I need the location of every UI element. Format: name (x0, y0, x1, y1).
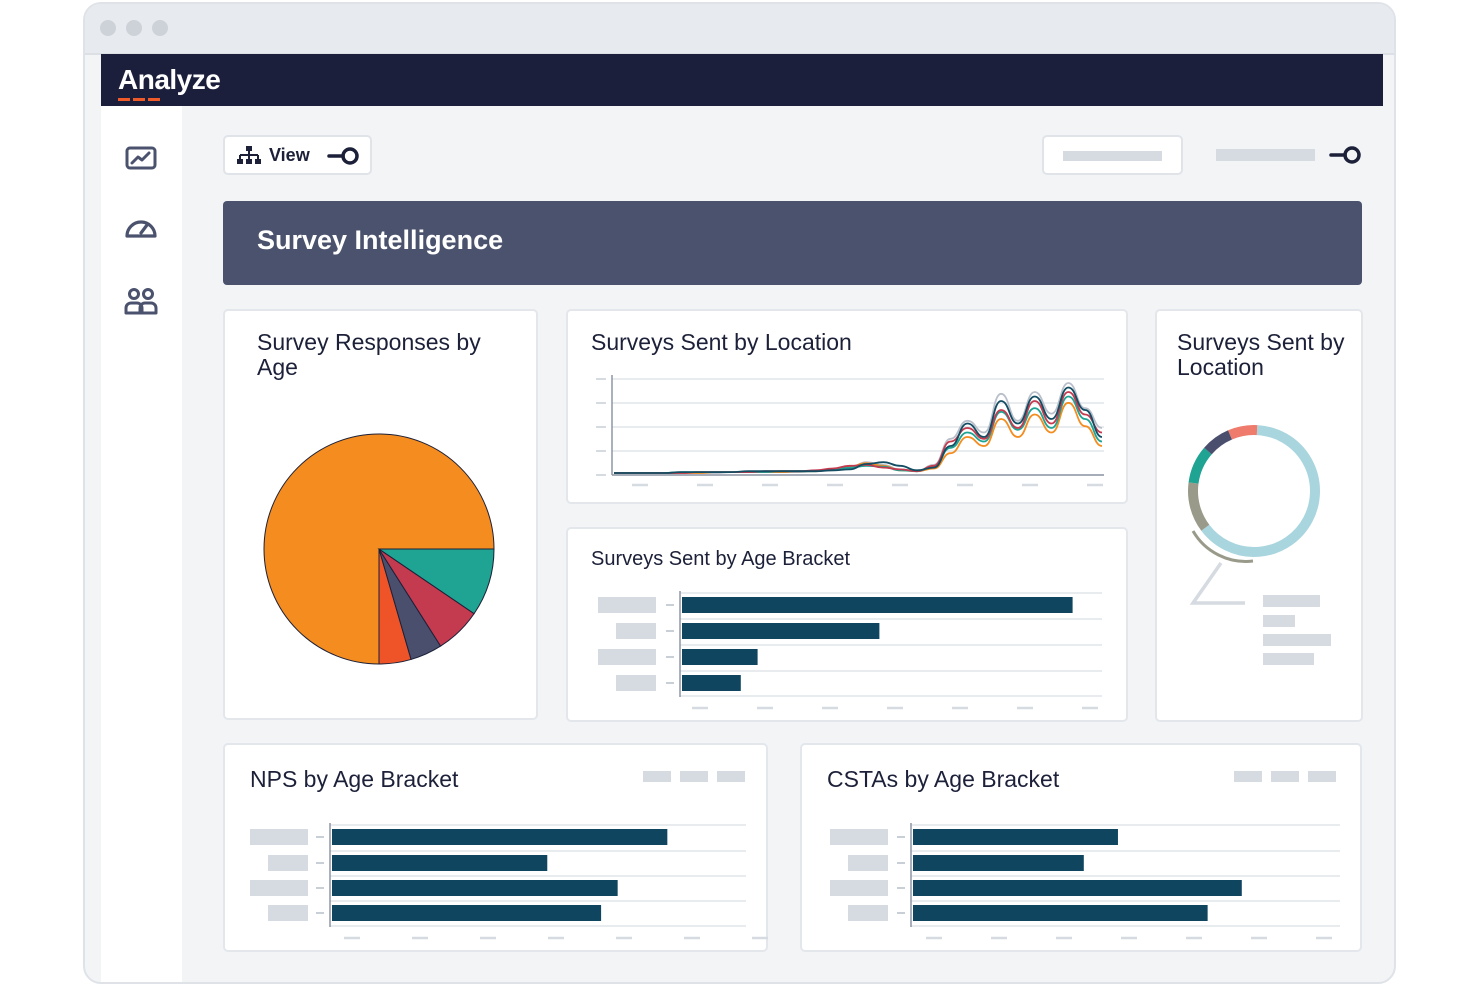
card-nps-by-age: NPS by Age Bracket (223, 743, 768, 952)
logo-underline (118, 98, 160, 101)
category-label-placeholder (616, 623, 656, 639)
app-logo[interactable]: Analyze (118, 64, 221, 95)
placeholder-bar (1063, 151, 1162, 161)
category-label-placeholder (268, 855, 308, 871)
window-chrome (85, 4, 1394, 55)
card-title: Survey Responses by Age (257, 329, 481, 380)
view-button[interactable]: View (223, 135, 372, 175)
legend-placeholder (1308, 771, 1336, 782)
donut-segment (1228, 425, 1258, 440)
donut-stand-arc (1191, 530, 1254, 563)
category-label-placeholder (598, 649, 656, 665)
category-label-placeholder (848, 905, 888, 921)
card-title: Surveys Sent by Age Bracket (591, 548, 851, 570)
bar (682, 623, 880, 639)
card-surveys-by-location-line: Surveys Sent by Location (566, 309, 1128, 504)
donut-segment (1201, 425, 1320, 557)
card-title: CSTAs by Age Bracket (827, 766, 1060, 792)
card-csta-by-age: CSTAs by Age Bracket (800, 743, 1362, 952)
line-chart (596, 375, 1104, 487)
legend-placeholder (1271, 771, 1299, 782)
page-banner: Survey Intelligence (223, 201, 1362, 285)
bar (682, 649, 758, 665)
chart-icon[interactable] (123, 140, 159, 176)
legend-placeholder (1263, 615, 1295, 627)
sidebar (101, 106, 182, 982)
donut-chart (1188, 425, 1320, 605)
bar-chart (830, 823, 1340, 940)
pie-chart (263, 433, 495, 665)
legend-placeholder (1263, 595, 1320, 607)
legend-placeholder (1263, 634, 1331, 646)
bar-chart (250, 823, 768, 940)
gauge-icon[interactable] (123, 210, 159, 246)
bar (332, 905, 602, 921)
card-survey-responses: Survey Responses by Age (223, 309, 538, 720)
legend-placeholder (717, 771, 745, 782)
card-surveys-by-location-donut: Surveys Sent by Location (1155, 309, 1363, 722)
card-title: Surveys Sent by Location (591, 329, 852, 355)
view-label: View (269, 145, 310, 165)
series-line (614, 386, 1103, 474)
browser-window: Analyze View (83, 2, 1396, 984)
bar (913, 829, 1118, 845)
app-header: Analyze (101, 54, 1383, 106)
category-label-placeholder (830, 880, 888, 896)
card-title: Surveys Sent by Location (1177, 329, 1345, 380)
category-label-placeholder (598, 597, 656, 613)
toggle-icon[interactable] (1329, 146, 1363, 164)
category-label-placeholder (848, 855, 888, 871)
category-label-placeholder (830, 829, 888, 845)
category-label-placeholder (250, 880, 308, 896)
legend-placeholder (1263, 653, 1314, 665)
bar (332, 855, 548, 871)
bar (913, 905, 1208, 921)
bar (913, 880, 1242, 896)
card-surveys-by-age: Surveys Sent by Age Bracket (566, 527, 1128, 722)
bar (332, 880, 618, 896)
toggle-icon[interactable] (327, 147, 361, 165)
legend-placeholder (643, 771, 671, 782)
donut-stand (1189, 561, 1245, 605)
bar-chart (598, 591, 1102, 710)
bar (332, 829, 668, 845)
bar (913, 855, 1084, 871)
donut-segment (1204, 430, 1233, 455)
category-label-placeholder (250, 829, 308, 845)
category-label-placeholder (616, 675, 656, 691)
window-dot-minimize[interactable] (126, 20, 142, 36)
window-dot-close[interactable] (100, 20, 116, 36)
donut-segment (1188, 482, 1210, 531)
placeholder-bar (1216, 149, 1315, 161)
series-line (614, 382, 1103, 474)
legend-placeholder (680, 771, 708, 782)
card-title: NPS by Age Bracket (250, 766, 459, 792)
window-dot-maximize[interactable] (152, 20, 168, 36)
pie-slice (263, 433, 495, 665)
hierarchy-icon (237, 146, 261, 164)
pie-slice (377, 548, 495, 615)
users-icon[interactable] (123, 284, 159, 320)
category-label-placeholder (268, 905, 308, 921)
donut-segment (1188, 447, 1212, 484)
bar (682, 675, 741, 691)
page-title: Survey Intelligence (257, 225, 504, 255)
bar (682, 597, 1073, 613)
legend-placeholder (1234, 771, 1262, 782)
placeholder-button[interactable] (1042, 135, 1183, 175)
